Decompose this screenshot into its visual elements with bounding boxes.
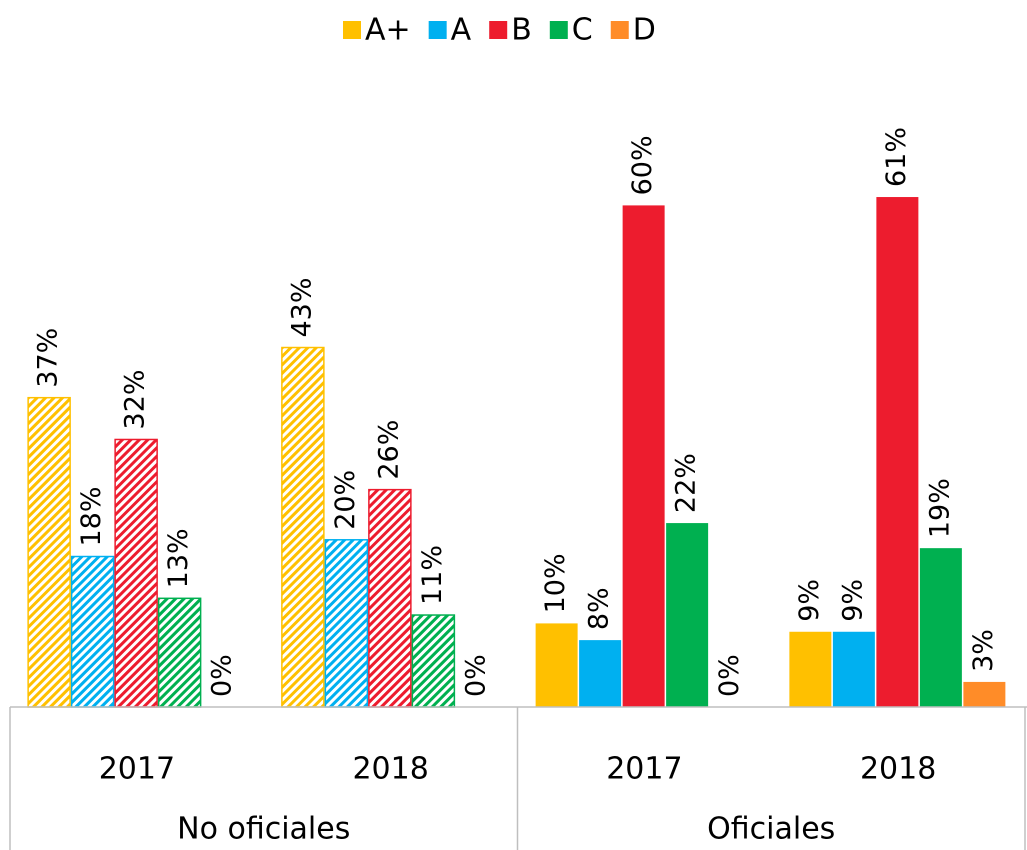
value-label: 0% <box>460 654 491 697</box>
value-label: 37% <box>33 328 64 388</box>
x-tick-label: 2018 <box>352 752 428 787</box>
bar <box>963 681 1006 707</box>
value-label: 26% <box>373 420 404 480</box>
value-label: 8% <box>584 587 615 630</box>
legend-swatch <box>428 21 447 39</box>
bar <box>622 205 665 707</box>
value-label: 32% <box>120 369 151 429</box>
bar <box>411 614 456 708</box>
bar <box>157 597 202 708</box>
value-label: 13% <box>163 528 194 588</box>
value-label: 9% <box>837 579 868 622</box>
bar <box>368 488 412 708</box>
value-label: 0% <box>207 654 238 697</box>
bar <box>535 623 578 707</box>
x-tick-label: 2018 <box>860 752 936 787</box>
legend-label: A <box>451 13 472 48</box>
value-label: 0% <box>714 654 745 697</box>
value-label: 60% <box>627 135 658 195</box>
bar <box>919 548 962 707</box>
legend-swatch <box>610 21 629 39</box>
value-label: 10% <box>540 553 571 613</box>
value-label: 22% <box>671 453 702 513</box>
legend-swatch <box>549 21 568 39</box>
bar <box>281 346 325 708</box>
legend-label: D <box>633 13 656 48</box>
bar <box>832 631 875 707</box>
value-label: 9% <box>794 579 825 622</box>
legend-label: C <box>572 13 593 48</box>
value-label: 19% <box>924 478 955 538</box>
bar <box>789 631 832 707</box>
bar <box>27 396 71 708</box>
bar <box>876 197 919 708</box>
value-label: 43% <box>286 278 317 338</box>
bar <box>324 539 369 708</box>
bar <box>666 523 709 707</box>
value-label: 61% <box>881 127 912 187</box>
legend-label: B <box>511 13 532 48</box>
value-label: 11% <box>417 545 448 605</box>
legend: A+ A B C D <box>343 13 656 48</box>
value-label: 3% <box>968 629 999 672</box>
value-label: 20% <box>330 470 361 530</box>
value-label: 18% <box>76 487 107 547</box>
x-tick-label: 2017 <box>606 752 682 787</box>
legend-swatch <box>489 21 508 39</box>
bar <box>114 438 158 708</box>
group-label: Oficiales <box>707 812 835 847</box>
x-tick-label: 2017 <box>99 752 175 787</box>
bar <box>579 640 622 707</box>
bar <box>70 555 115 708</box>
legend-swatch <box>343 21 361 39</box>
legend-label: A+ <box>365 13 411 48</box>
group-label: No oficiales <box>177 812 350 847</box>
